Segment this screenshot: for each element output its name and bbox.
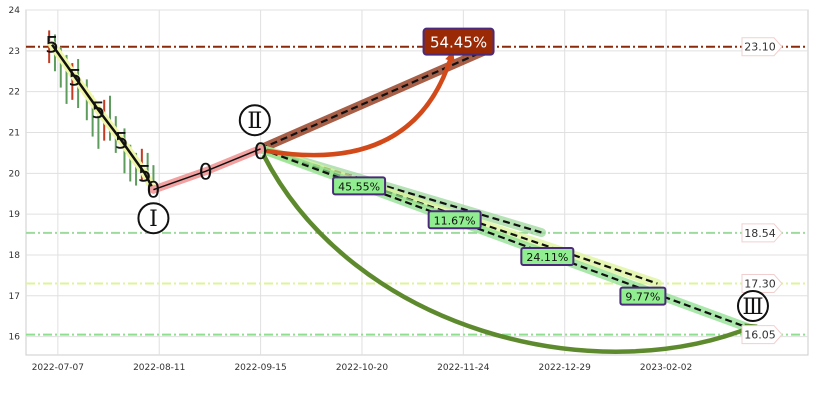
- wave-mark: 0: [146, 179, 160, 204]
- level-tag: [741, 325, 783, 345]
- wave-paths: [48, 40, 265, 194]
- y-tick-label: 20: [9, 169, 21, 179]
- level-lines: [26, 45, 808, 336]
- projection-line: [260, 147, 751, 330]
- x-tick-label: 2023-02-02: [640, 363, 692, 373]
- wave-label: Ⅰ: [149, 207, 158, 232]
- curved-arrows: [261, 51, 758, 354]
- y-tick-label: 24: [9, 6, 21, 16]
- level-label: 18.54: [744, 227, 776, 240]
- wave-mark: 5: [45, 34, 59, 59]
- percent-label-box: [422, 27, 495, 56]
- wave-label-circle: [137, 202, 170, 235]
- y-tick-label: 21: [9, 128, 20, 138]
- wave-label: Ⅲ: [742, 295, 763, 320]
- y-tick-label: 22: [9, 88, 20, 98]
- y-tick-label: 16: [9, 333, 21, 343]
- wave-label: Ⅱ: [247, 109, 262, 134]
- x-tick-label: 2022-12-29: [539, 363, 592, 373]
- wave-mark: 5: [115, 130, 129, 155]
- annotation-labels: 23.10 18.54 17.30 16.05 Ⅰ Ⅱ Ⅲ 54.45% 45.55% 11.67…: [137, 27, 783, 345]
- level-tag: [741, 274, 783, 294]
- x-tick-label: 2022-11-24: [437, 363, 490, 373]
- wave-label-circle: [736, 290, 769, 323]
- axes: 16 17 18 19 20 21 22 23 24 2022-07-07 2022-08-11 20…: [9, 6, 693, 373]
- level-tag: [741, 37, 783, 57]
- percent-label: 9.77%: [625, 291, 660, 304]
- y-tick-label: 23: [9, 47, 20, 57]
- percent-label: 24.11%: [526, 251, 568, 264]
- percent-label-box: [427, 210, 482, 230]
- curved-arrow: [261, 153, 758, 354]
- level-label: 16.05: [744, 329, 776, 342]
- percent-label-box: [619, 286, 667, 306]
- x-tick-label: 2022-10-20: [336, 363, 389, 373]
- level-label: 23.10: [744, 41, 776, 54]
- percent-label-box: [332, 176, 387, 196]
- curved-arrow: [266, 51, 455, 158]
- wave-mark: 0: [254, 140, 268, 165]
- level-label: 17.30: [744, 278, 776, 291]
- wave-mark: 5: [68, 66, 82, 91]
- wave-line: [51, 43, 155, 191]
- wave-label-circle: [238, 104, 271, 137]
- x-tick-label: 2022-09-15: [234, 363, 286, 373]
- y-tick-label: 19: [9, 210, 21, 220]
- wave-mark: 5: [138, 162, 152, 187]
- wave-mark: 0: [199, 160, 213, 185]
- projection-line: [260, 47, 490, 150]
- rise-line: [153, 148, 261, 191]
- y-tick-label: 18: [9, 251, 21, 261]
- percent-label: 54.45%: [430, 34, 487, 52]
- percent-label: 45.55%: [338, 180, 380, 193]
- y-tick-label: 17: [9, 292, 20, 302]
- percent-label-box: [520, 247, 575, 267]
- percent-label: 11.67%: [434, 214, 476, 227]
- level-tag: [741, 223, 783, 243]
- x-tick-label: 2022-07-07: [32, 363, 84, 373]
- x-tick-label: 2022-08-11: [133, 363, 185, 373]
- wave-mark: 5: [91, 99, 105, 124]
